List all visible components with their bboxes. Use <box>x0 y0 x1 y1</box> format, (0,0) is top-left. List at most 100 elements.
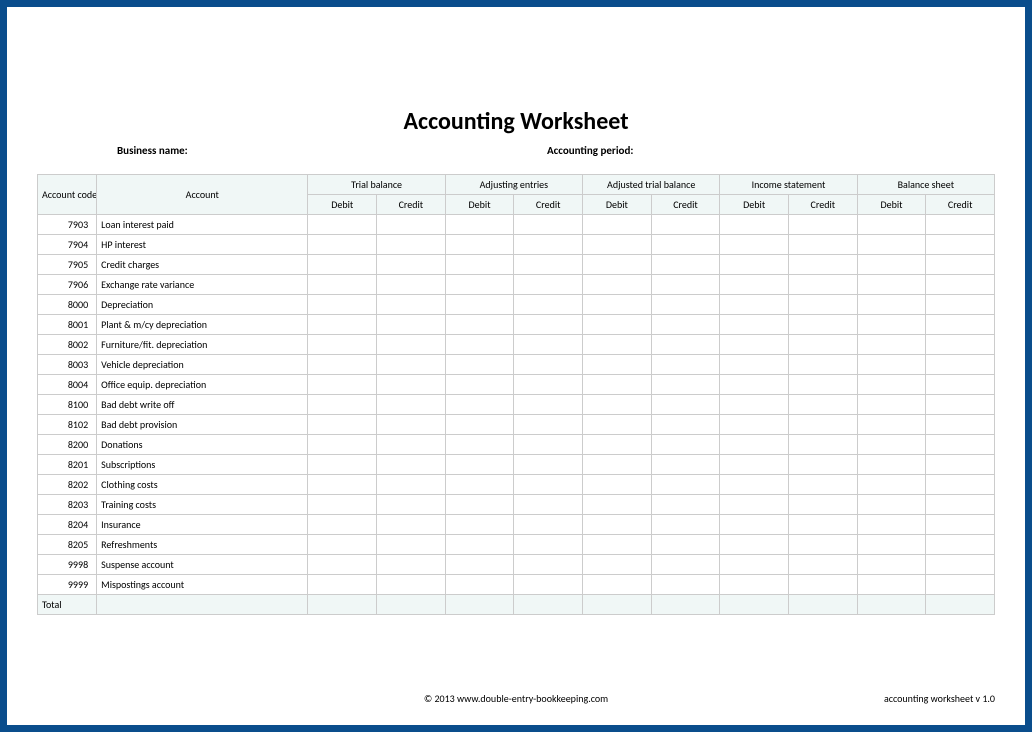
cell-value <box>445 275 514 295</box>
col-credit: Credit <box>377 195 446 215</box>
cell-value <box>377 215 446 235</box>
worksheet-table: Account code Account Trial balance Adjus… <box>37 174 995 615</box>
cell-value <box>857 455 926 475</box>
cell-value <box>651 295 720 315</box>
cell-value <box>514 495 583 515</box>
cell-value <box>926 375 995 395</box>
cell-value <box>720 475 789 495</box>
cell-value <box>857 275 926 295</box>
cell-value <box>583 515 652 535</box>
table-row: 8001Plant & m/cy depreciation <box>38 315 995 335</box>
cell-value <box>308 215 377 235</box>
cell-value <box>445 375 514 395</box>
business-name-label: Business name: <box>117 144 188 157</box>
cell-value <box>857 575 926 595</box>
cell-value <box>720 555 789 575</box>
cell-account: Credit charges <box>97 255 308 275</box>
cell-value <box>651 515 720 535</box>
total-value <box>651 595 720 615</box>
cell-value <box>788 355 857 375</box>
total-value <box>788 595 857 615</box>
cell-value <box>514 475 583 495</box>
cell-code: 8201 <box>38 455 97 475</box>
cell-value <box>788 515 857 535</box>
cell-account: Suspense account <box>97 555 308 575</box>
footer-version: accounting worksheet v 1.0 <box>884 692 995 705</box>
cell-value <box>377 575 446 595</box>
cell-account: Insurance <box>97 515 308 535</box>
cell-value <box>308 555 377 575</box>
col-debit: Debit <box>720 195 789 215</box>
cell-code: 8202 <box>38 475 97 495</box>
cell-value <box>445 355 514 375</box>
cell-value <box>788 575 857 595</box>
cell-account: Furniture/fit. depreciation <box>97 335 308 355</box>
cell-value <box>514 355 583 375</box>
cell-value <box>377 535 446 555</box>
cell-value <box>651 395 720 415</box>
cell-value <box>926 335 995 355</box>
table-row: 8000Depreciation <box>38 295 995 315</box>
cell-value <box>926 475 995 495</box>
cell-value <box>857 515 926 535</box>
cell-value <box>788 295 857 315</box>
cell-value <box>651 255 720 275</box>
cell-value <box>788 335 857 355</box>
cell-value <box>445 235 514 255</box>
col-debit: Debit <box>857 195 926 215</box>
cell-value <box>651 215 720 235</box>
cell-value <box>583 215 652 235</box>
cell-value <box>308 515 377 535</box>
total-value <box>308 595 377 615</box>
cell-value <box>720 415 789 435</box>
cell-value <box>445 535 514 555</box>
cell-value <box>857 555 926 575</box>
cell-value <box>377 355 446 375</box>
cell-code: 8204 <box>38 515 97 535</box>
cell-value <box>857 535 926 555</box>
cell-account: Depreciation <box>97 295 308 315</box>
cell-value <box>377 415 446 435</box>
cell-value <box>720 215 789 235</box>
cell-value <box>377 295 446 315</box>
cell-value <box>308 475 377 495</box>
cell-value <box>788 415 857 435</box>
cell-value <box>514 515 583 535</box>
cell-value <box>377 395 446 415</box>
cell-value <box>788 555 857 575</box>
cell-value <box>857 415 926 435</box>
cell-value <box>308 355 377 375</box>
cell-value <box>651 355 720 375</box>
cell-value <box>651 235 720 255</box>
cell-code: 8000 <box>38 295 97 315</box>
cell-value <box>583 575 652 595</box>
cell-account: Training costs <box>97 495 308 515</box>
table-row: 8004Office equip. depreciation <box>38 375 995 395</box>
cell-value <box>857 215 926 235</box>
cell-value <box>308 495 377 515</box>
cell-value <box>857 475 926 495</box>
cell-value <box>445 475 514 495</box>
col-credit: Credit <box>788 195 857 215</box>
cell-account: Subscriptions <box>97 455 308 475</box>
col-group-trial-balance: Trial balance <box>308 175 445 195</box>
col-debit: Debit <box>583 195 652 215</box>
cell-value <box>308 535 377 555</box>
cell-value <box>651 335 720 355</box>
cell-account: Office equip. depreciation <box>97 375 308 395</box>
table-row: 8201Subscriptions <box>38 455 995 475</box>
cell-value <box>926 295 995 315</box>
page-title: Accounting Worksheet <box>37 107 995 136</box>
cell-value <box>308 435 377 455</box>
cell-account: Bad debt provision <box>97 415 308 435</box>
cell-value <box>445 555 514 575</box>
cell-value <box>788 215 857 235</box>
total-value <box>583 595 652 615</box>
cell-value <box>583 235 652 255</box>
table-row: 8002Furniture/fit. depreciation <box>38 335 995 355</box>
table-row: 8100Bad debt write off <box>38 395 995 415</box>
cell-value <box>857 375 926 395</box>
cell-code: 8001 <box>38 315 97 335</box>
cell-value <box>583 315 652 335</box>
cell-value <box>720 495 789 515</box>
